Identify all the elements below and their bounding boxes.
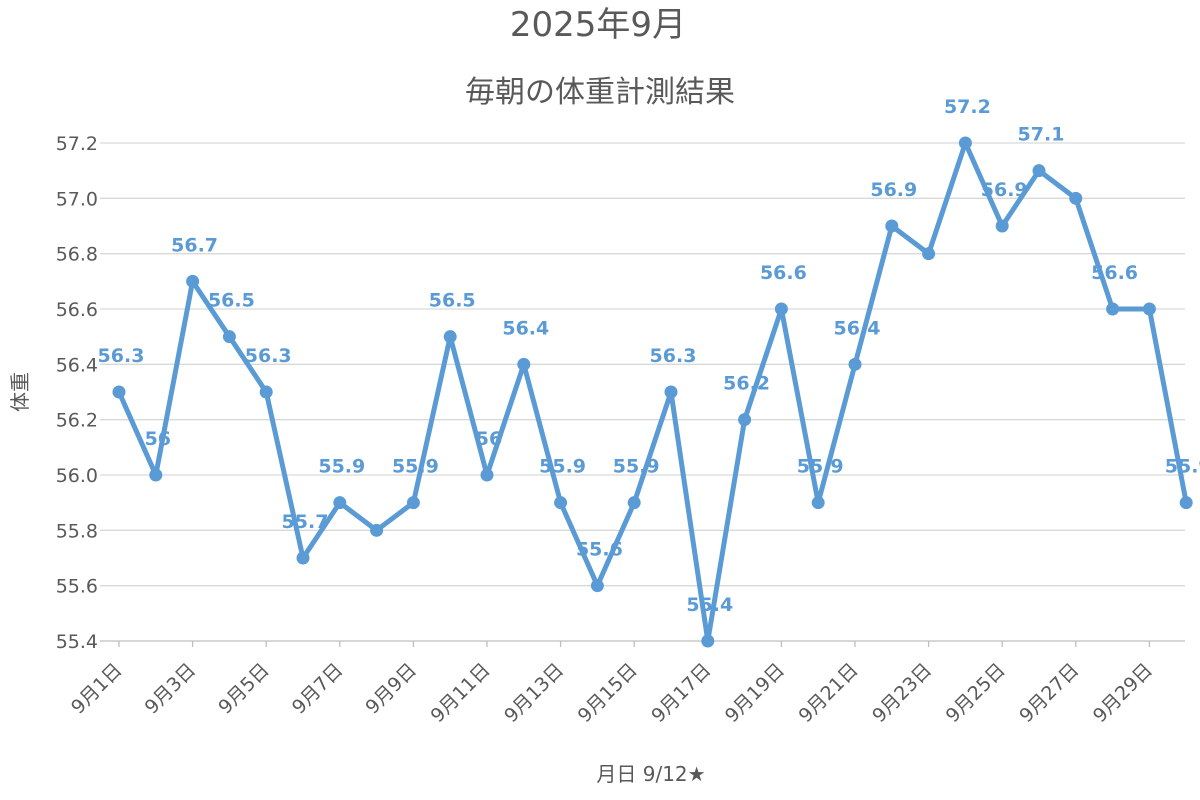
y-tick-label: 56.2 <box>56 410 98 432</box>
y-axis-ticks: 57.2 57.0 56.8 56.6 56.4 56.2 56.0 55.8 55.6 55.4 <box>56 133 98 653</box>
x-tick-label: 9月3日 <box>141 659 201 719</box>
data-point <box>664 385 678 399</box>
x-tick-label: 9月17日 <box>647 659 715 727</box>
data-label: 56.4 <box>834 317 881 339</box>
data-label: 56.4 <box>502 317 549 339</box>
data-labels: 56.3 56 56.7 56.5 56.3 55.7 55.9 55.9 56.5 56 56.4… <box>98 96 1200 616</box>
y-tick-label: 55.8 <box>56 520 98 542</box>
data-label: 56.9 <box>870 179 917 201</box>
data-label: 55.9 <box>539 456 586 478</box>
data-label: 55.9 <box>797 456 844 478</box>
data-label: 57.1 <box>1018 124 1065 146</box>
x-tick-label: 9月21日 <box>794 659 862 727</box>
data-label: 56 <box>476 428 502 450</box>
data-label: 57.2 <box>944 96 991 118</box>
data-label: 55.9 <box>392 456 439 478</box>
data-label: 56.6 <box>760 262 807 284</box>
data-point <box>885 219 899 233</box>
gridlines <box>100 142 1185 642</box>
weight-series <box>112 136 1193 648</box>
x-tick-label: 9月7日 <box>288 659 348 719</box>
y-tick-label: 56.4 <box>56 354 98 376</box>
data-label: 55.9 <box>1165 456 1200 478</box>
data-label: 56.5 <box>208 290 255 312</box>
data-label: 56.9 <box>981 179 1028 201</box>
data-point <box>554 496 568 510</box>
data-point <box>774 302 788 316</box>
data-point <box>1106 302 1120 316</box>
y-tick-label: 57.0 <box>56 188 98 210</box>
data-point <box>443 330 457 344</box>
x-tick-label: 9月5日 <box>214 659 274 719</box>
x-tick-label: 9月11日 <box>426 659 494 727</box>
data-point <box>480 468 494 482</box>
data-label: 56 <box>145 428 171 450</box>
data-label: 55.9 <box>613 456 660 478</box>
chart-subtitle: 毎朝の体重計測結果 <box>465 75 735 110</box>
x-tick-label: 9月27日 <box>1015 659 1083 727</box>
x-tick-label: 9月23日 <box>868 659 936 727</box>
data-point <box>406 496 420 510</box>
data-label: 56.3 <box>650 345 697 367</box>
data-point <box>811 496 825 510</box>
y-tick-label: 56.8 <box>56 244 98 266</box>
data-point <box>995 219 1009 233</box>
data-point <box>958 136 972 150</box>
data-point <box>922 247 936 261</box>
data-label: 56.6 <box>1091 262 1138 284</box>
x-tick-label: 9月13日 <box>500 659 568 727</box>
data-label: 56.3 <box>98 345 145 367</box>
data-point <box>112 385 126 399</box>
y-axis-label: 体重 <box>8 372 32 412</box>
x-tick-label: 9月29日 <box>1089 659 1157 727</box>
data-label: 56.3 <box>245 345 292 367</box>
data-label: 56.7 <box>171 234 218 256</box>
data-label: 56.2 <box>723 373 770 395</box>
data-label: 56.5 <box>429 290 476 312</box>
data-label: 55.4 <box>686 594 733 616</box>
data-point <box>848 357 862 371</box>
data-point <box>1069 191 1083 205</box>
data-point <box>186 274 200 288</box>
x-axis-ticks: 9月1日 9月3日 9月5日 9月7日 9月9日 9月11日 9月13日 9月15日 9月17日… <box>67 641 1157 727</box>
x-axis-label: 月日 9/12★ <box>596 762 705 786</box>
y-tick-label: 57.2 <box>56 133 98 155</box>
x-tick-label: 9月1日 <box>67 659 127 719</box>
data-label: 55.7 <box>282 511 329 533</box>
data-point <box>738 413 752 427</box>
data-point <box>1032 164 1046 178</box>
x-tick-label: 9月9日 <box>361 659 421 719</box>
data-label: 55.9 <box>318 456 365 478</box>
data-point <box>259 385 273 399</box>
y-tick-label: 55.4 <box>56 631 98 653</box>
data-point <box>627 496 641 510</box>
data-point <box>149 468 163 482</box>
data-point <box>333 496 347 510</box>
data-point <box>370 523 384 537</box>
data-point <box>590 579 604 593</box>
y-tick-label: 56.0 <box>56 465 98 487</box>
x-tick-label: 9月15日 <box>574 659 642 727</box>
data-label: 55.6 <box>576 539 623 561</box>
data-point <box>517 357 531 371</box>
data-point <box>1142 302 1156 316</box>
series-line <box>116 140 1189 644</box>
y-tick-label: 55.6 <box>56 576 98 598</box>
chart-title: 2025年9月 <box>510 5 686 45</box>
data-point <box>1179 496 1193 510</box>
data-point <box>296 551 310 565</box>
y-tick-label: 56.6 <box>56 299 98 321</box>
x-tick-label: 9月19日 <box>721 659 789 727</box>
x-tick-label: 9月25日 <box>942 659 1010 727</box>
data-point <box>701 634 715 648</box>
data-point <box>222 330 236 344</box>
